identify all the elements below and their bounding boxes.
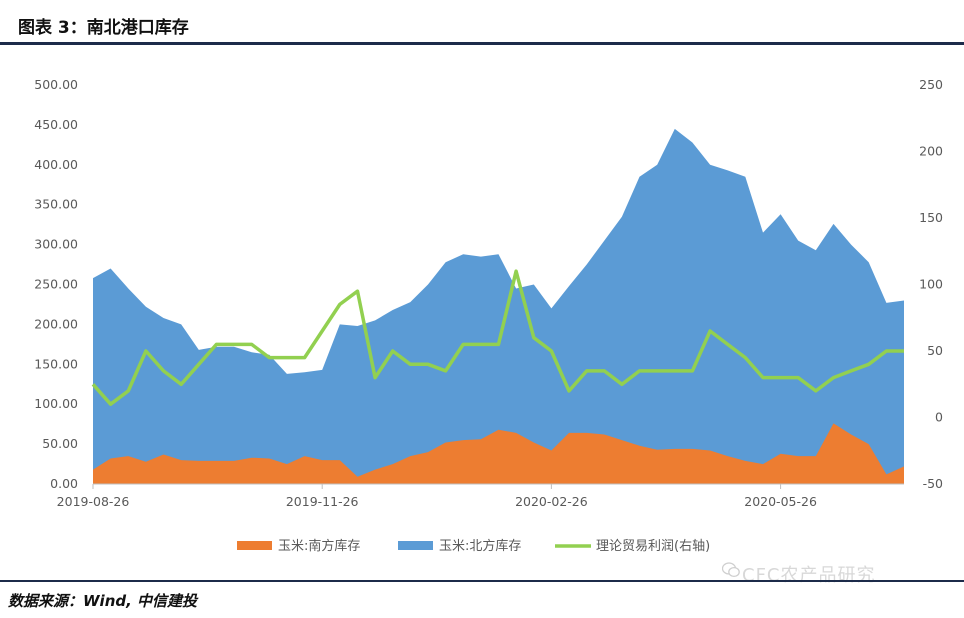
right-y-axis: 250 200 150 100 50 0 -50 [919, 77, 943, 491]
wechat-icon [722, 562, 740, 578]
y-left-tick-label: 350.00 [34, 197, 78, 212]
inventory-chart: 500.00450.00400.00350.00300.00250.00200.… [34, 77, 943, 554]
top-rule [0, 42, 964, 45]
x-tick-label: 2019-11-26 [286, 494, 359, 509]
trade-profit-line [91, 269, 904, 406]
y-right-tick-label: 100 [919, 277, 943, 292]
north-inventory-area [93, 128, 904, 484]
x-axis: 2019-08-26 2019-11-26 2020-02-26 2020-05-26 [57, 483, 904, 509]
south-inventory-area [93, 423, 904, 484]
legend-north-label: 玉米:北方库存 [439, 538, 521, 554]
y-right-tick-label: 50 [927, 343, 943, 358]
legend-north-swatch [398, 541, 433, 550]
y-right-tick-label: 250 [919, 77, 943, 92]
y-left-tick-label: 450.00 [34, 117, 78, 132]
y-right-tick-label: -50 [923, 476, 943, 491]
figure-title: 图表 3：南北港口库存 [18, 18, 189, 38]
y-left-tick-label: 100.00 [34, 396, 78, 411]
y-left-tick-label: 150.00 [34, 356, 78, 371]
source-note: 数据来源：Wind, 中信建投 [8, 592, 198, 610]
plot-area [91, 128, 904, 484]
legend-profit-label: 理论贸易利润(右轴) [596, 539, 710, 554]
x-tick-label: 2020-05-26 [744, 494, 817, 509]
x-tick-label: 2019-08-26 [57, 494, 130, 509]
y-left-tick-label: 0.00 [50, 476, 78, 491]
legend-south-label: 玉米:南方库存 [278, 538, 360, 554]
legend-south-swatch [237, 541, 272, 550]
watermark-text: CFC农产品研究 [742, 565, 876, 586]
legend: 玉米:南方库存 玉米:北方库存 理论贸易利润(右轴) [237, 538, 710, 554]
y-left-tick-label: 300.00 [34, 237, 78, 252]
y-right-tick-label: 0 [935, 410, 943, 425]
y-left-tick-label: 500.00 [34, 77, 78, 92]
bottom-rule [0, 580, 964, 582]
left-y-axis: 500.00 450.00 400.00 350.00 300.00 250.00 200.… [34, 77, 78, 491]
x-tick-label: 2020-02-26 [515, 494, 588, 509]
y-left-tick-label: 400.00 [34, 157, 78, 172]
y-left-tick-label: 200.00 [34, 316, 78, 331]
y-left-tick-label: 50.00 [42, 436, 78, 451]
y-right-tick-label: 200 [919, 144, 943, 159]
y-right-tick-label: 150 [919, 210, 943, 225]
y-left-tick-label: 250.00 [34, 277, 78, 292]
